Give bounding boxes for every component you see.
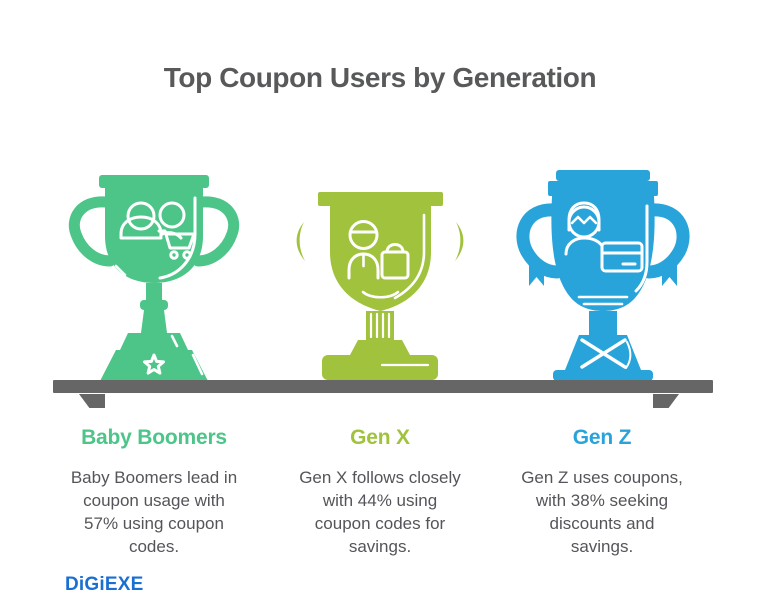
gen-x-description: Gen X follows closely with 44% using cou…	[299, 468, 461, 556]
two-people-shopping-cart-icon	[119, 201, 196, 260]
baby-boomers-label: Baby Boomers	[81, 426, 227, 449]
gen-z-description: Gen Z uses coupons, with 38% seeking dis…	[521, 468, 683, 556]
gen-z-column: Gen Z Gen Z uses coupons, with 38% seeki…	[497, 427, 707, 558]
shelf-bracket-right	[653, 394, 679, 408]
baby-boomers-column: Baby Boomers Baby Boomers lead in coupon…	[49, 427, 259, 558]
ribbon-right	[662, 262, 677, 286]
page-title: Top Coupon Users by Generation	[163, 62, 597, 93]
trophy-gen-x	[296, 192, 464, 380]
shelf-bracket-left	[79, 394, 105, 408]
gen-x-label: Gen X	[350, 426, 410, 449]
trophy-body-gen-x	[296, 192, 464, 380]
trophy-baby-boomers	[69, 175, 239, 381]
trophy-body-gen-z	[516, 170, 690, 381]
person-shopping-bag-icon	[347, 220, 410, 280]
gen-z-label: Gen Z	[572, 426, 632, 449]
person-credit-card-icon	[564, 201, 644, 273]
trophy-gen-z	[516, 170, 690, 381]
shelf	[53, 380, 713, 393]
brand-logo: DiGiEXE	[65, 574, 144, 595]
trophy-body-baby-boomers	[69, 175, 239, 381]
gen-x-column: Gen X Gen X follows closely with 44% usi…	[275, 427, 485, 558]
ribbon-left	[529, 262, 544, 286]
star-icon	[143, 353, 165, 375]
baby-boomers-description: Baby Boomers lead in coupon usage with 5…	[70, 468, 238, 556]
